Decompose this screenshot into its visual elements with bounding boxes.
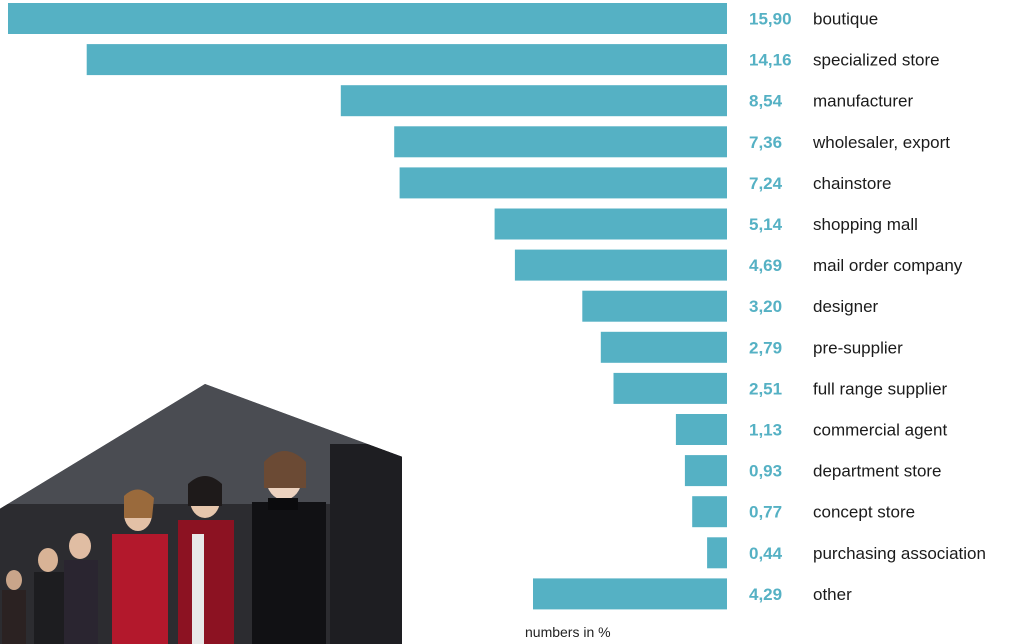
bar-full-range-supplier [613,372,727,404]
category-label: specialized store [813,51,940,70]
category-label: full range supplier [813,379,948,398]
value-labels-group: 15,90 14,16 8,54 7,36 7,24 5,14 4,69 3,20 2,79 2,… [749,10,792,604]
value-label: 7,24 [749,174,783,193]
bar-department-store [684,455,727,487]
category-label: commercial agent [813,421,947,440]
category-label: shopping mall [813,215,918,234]
value-label: 0,93 [749,462,782,481]
value-label: 4,29 [749,585,782,604]
category-label: department store [813,462,942,481]
value-label: 3,20 [749,297,782,316]
category-label: purchasing association [813,544,986,563]
bar-mail-order-company [514,249,727,281]
value-label: 2,51 [749,379,782,398]
bar-shopping-mall [494,208,727,240]
value-label: 4,69 [749,256,782,275]
bar-designer [582,290,727,322]
bar-other [533,578,727,610]
value-label: 14,16 [749,51,792,70]
bar-boutique [8,3,727,34]
bar-manufacturer [340,85,727,117]
bar-chainstore [399,167,727,199]
value-label: 7,36 [749,133,782,152]
bar-pre-supplier [600,331,727,363]
category-label: mail order company [813,256,963,275]
bars-group [8,3,727,610]
value-label: 5,14 [749,215,783,234]
category-label: designer [813,297,879,316]
category-label: wholesaler, export [812,133,950,152]
bar-specialized-store [86,44,727,76]
bar-purchasing-association [707,537,727,569]
category-labels-group: boutique specialized store manufacturer who… [812,10,986,604]
category-label: chainstore [813,174,891,193]
footnote-units: numbers in % [525,624,611,640]
value-label: 0,44 [749,544,783,563]
value-label: 0,77 [749,503,782,522]
category-label: concept store [813,503,915,522]
value-label: 1,13 [749,421,782,440]
category-label: manufacturer [813,92,913,111]
value-label: 8,54 [749,92,783,111]
bar-commercial-agent [675,414,727,445]
bar-wholesaler-export [394,126,727,158]
category-label: pre-supplier [813,338,903,357]
category-label: other [813,585,852,604]
value-label: 2,79 [749,338,782,357]
bar-concept-store [692,496,727,528]
category-label: boutique [813,10,878,29]
value-label: 15,90 [749,10,792,29]
